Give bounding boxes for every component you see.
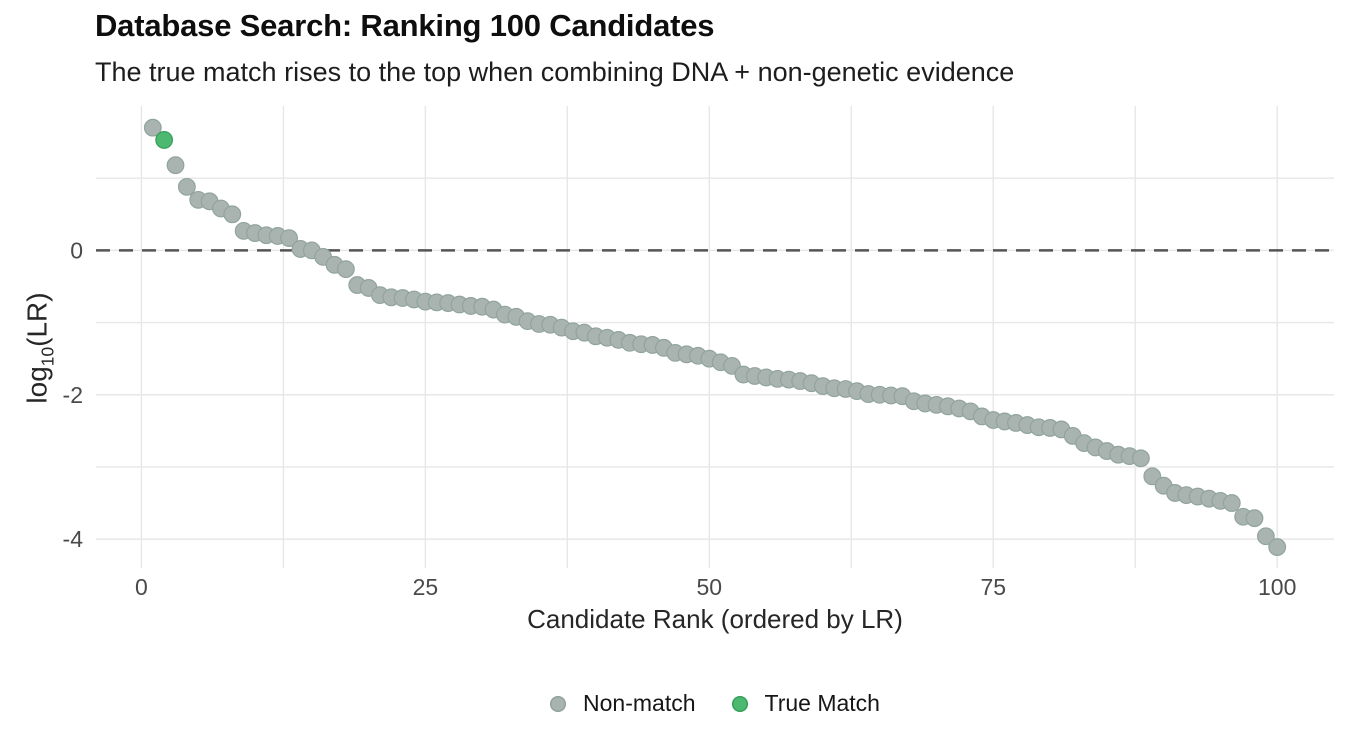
legend-item-true-match[interactable]: True Match [731,690,880,717]
y-axis-title-tail: (LR) [21,292,53,347]
x-tick-label: 0 [135,574,148,600]
data-point[interactable] [1143,467,1162,486]
data-point[interactable] [1132,449,1150,468]
x-tick-label: 50 [697,574,723,600]
data-point[interactable] [223,205,242,224]
data-point[interactable] [1268,538,1287,556]
data-point[interactable] [280,229,298,248]
y-tick-label: 0 [70,237,83,263]
y-axis-title-subscript: 10 [37,346,58,367]
y-axis-title: log10(LR) [22,292,59,403]
data-point[interactable] [143,118,162,137]
x-tick-label: 75 [980,574,1006,600]
non-match-marker-icon [550,695,567,712]
y-axis-title-main: log [21,366,53,404]
legend-label-true-match: True Match [764,690,880,716]
true-match-point[interactable] [155,131,174,149]
x-axis-title: Candidate Rank (ordered by LR) [527,604,903,634]
chart-title: Database Search: Ranking 100 Candidates [95,8,715,43]
legend: Non-match True Match [96,690,1334,717]
x-tick-label: 100 [1258,574,1296,600]
data-point[interactable] [1245,509,1264,528]
x-tick-label: 25 [413,574,439,600]
data-point[interactable] [1222,494,1241,512]
legend-label-non-match: Non-match [583,690,696,716]
true-match-marker-icon [731,695,748,712]
data-point[interactable] [1256,527,1275,546]
y-tick-label: -2 [63,382,83,408]
data-point[interactable] [336,260,355,279]
data-point[interactable] [177,177,196,196]
chart-subtitle: The true match rises to the top when com… [95,57,1015,87]
y-tick-label: -4 [63,526,84,552]
data-point[interactable] [166,156,185,175]
legend-item-non-match[interactable]: Non-match [550,690,696,717]
